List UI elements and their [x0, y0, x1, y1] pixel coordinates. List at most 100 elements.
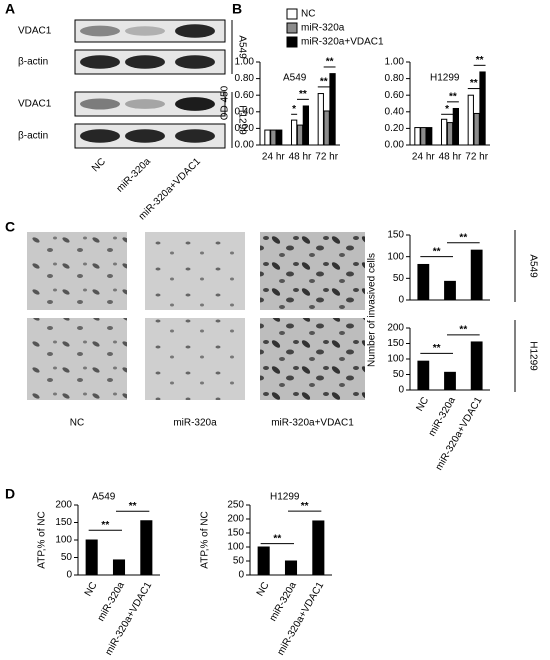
- bar: [317, 93, 324, 146]
- x-tick-label: miR-320a: [96, 580, 127, 623]
- x-tick-label: 24 hr: [262, 152, 285, 163]
- image-label: miR-320a+VDAC1: [271, 418, 354, 429]
- y-tick-label: 100: [227, 542, 244, 553]
- significance-label: **: [326, 57, 334, 68]
- micrograph: [27, 232, 127, 310]
- cell-line-label: H1299: [236, 105, 247, 135]
- micrograph: [260, 232, 365, 310]
- significance-label: **: [273, 533, 281, 544]
- y-tick-label: 250: [227, 500, 244, 511]
- bar: [470, 249, 483, 301]
- bar: [444, 280, 456, 301]
- bar: [467, 94, 474, 146]
- y-tick-label: 0.00: [385, 140, 405, 151]
- y-tick-label: 50: [61, 552, 73, 563]
- y-tick-label: 150: [227, 528, 244, 539]
- y-tick-label: 100: [387, 354, 404, 365]
- y-tick-label: 0: [66, 570, 72, 581]
- bar: [444, 371, 456, 391]
- y-tick-label: 150: [387, 338, 404, 349]
- bar: [140, 520, 153, 576]
- lane-label: NC: [90, 156, 108, 174]
- x-tick-label: NC: [255, 580, 272, 598]
- blot-band: [125, 99, 165, 109]
- bar: [270, 129, 277, 146]
- significance-label: **: [470, 78, 478, 89]
- y-tick-label: 0.40: [235, 106, 255, 117]
- y-tick-label: 1.00: [235, 57, 255, 68]
- significance-label: **: [449, 91, 457, 102]
- significance-label: **: [433, 246, 441, 257]
- y-tick-label: 50: [233, 556, 245, 567]
- bar: [417, 263, 430, 301]
- significance-label: *: [445, 104, 449, 115]
- significance-label: **: [101, 520, 109, 531]
- y-tick-label: 0: [398, 385, 404, 396]
- y-axis-label: OD 450: [220, 85, 231, 120]
- micrograph: [145, 232, 245, 310]
- blot-band: [125, 129, 165, 143]
- blot-band: [175, 97, 215, 111]
- y-tick-label: 0: [238, 570, 244, 581]
- y-tick-label: 50: [393, 369, 405, 380]
- blot-band: [80, 25, 120, 37]
- blot-row-label: VDAC1: [18, 99, 52, 110]
- bar: [446, 122, 454, 146]
- significance-label: **: [476, 55, 484, 66]
- blot-row-label: β-actin: [18, 57, 48, 68]
- bar: [473, 112, 480, 146]
- bar: [420, 127, 427, 146]
- image-label: miR-320a: [173, 418, 217, 429]
- chart-title: H1299: [430, 73, 460, 84]
- lane-label: miR-320a: [115, 156, 154, 195]
- blot-band: [175, 129, 215, 143]
- y-tick-label: 200: [227, 514, 244, 525]
- legend-label: NC: [301, 9, 315, 20]
- legend-swatch: [286, 8, 298, 20]
- chart-title: A549: [92, 492, 116, 503]
- bar: [329, 73, 336, 146]
- blot-row-label: VDAC1: [18, 26, 52, 37]
- chart-title: H1299: [270, 492, 300, 503]
- panel-letter: B: [232, 1, 242, 17]
- blot-band: [80, 98, 120, 110]
- x-tick-label: NC: [414, 395, 431, 413]
- bar: [479, 71, 486, 146]
- y-axis-label: Number of invasived cells: [367, 253, 378, 367]
- y-tick-label: 0.80: [235, 73, 255, 84]
- legend-label: miR-320a+VDAC1: [301, 37, 384, 48]
- panel-letter: D: [5, 486, 15, 502]
- side-label: A549: [527, 254, 538, 278]
- blot-band: [175, 55, 215, 69]
- y-tick-label: 0.20: [235, 123, 255, 134]
- panel-letter: C: [5, 219, 15, 235]
- bar: [440, 118, 448, 146]
- y-tick-label: 200: [55, 500, 72, 511]
- bar: [452, 107, 460, 146]
- y-axis-label: ATP,% of NC: [37, 511, 48, 568]
- x-tick-label: NC: [83, 580, 100, 598]
- y-tick-label: 1.00: [385, 57, 405, 68]
- micrograph: [260, 318, 365, 400]
- blot-band: [125, 55, 165, 69]
- legend-swatch: [286, 36, 298, 48]
- x-tick-label: 72 hr: [315, 152, 338, 163]
- x-tick-label: miR-320a: [268, 580, 299, 623]
- blot-band: [175, 24, 215, 38]
- y-tick-label: 0.60: [385, 90, 405, 101]
- panel-letter: A: [5, 1, 15, 17]
- bar: [284, 560, 298, 576]
- x-tick-label: 24 hr: [412, 152, 435, 163]
- y-tick-label: 0: [398, 295, 404, 306]
- significance-label: **: [301, 501, 309, 512]
- bar: [296, 124, 304, 146]
- y-tick-label: 150: [387, 230, 404, 241]
- bar: [470, 341, 483, 391]
- y-tick-label: 0.00: [235, 140, 255, 151]
- bar: [85, 539, 98, 576]
- bar: [417, 360, 430, 391]
- y-tick-label: 200: [387, 323, 404, 334]
- bar: [414, 127, 421, 146]
- significance-label: **: [129, 501, 137, 512]
